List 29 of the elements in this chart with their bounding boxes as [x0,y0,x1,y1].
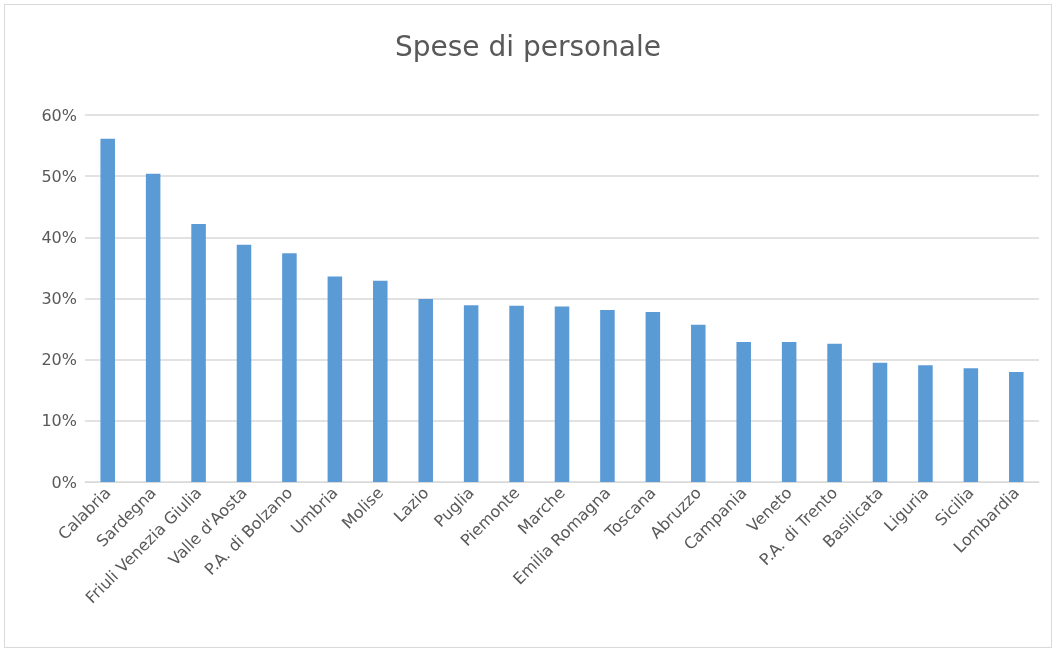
bar [691,324,706,482]
bar [100,138,115,482]
y-tick-label: 30% [41,289,77,308]
bar [645,311,661,482]
y-tick-label: 60% [41,105,77,125]
bar [827,343,842,482]
y-tick-label: 40% [41,227,77,247]
chart-title: Spese di personale [394,29,662,63]
y-tick-label: 10% [41,411,77,431]
y-tick-label: 20% [41,350,77,370]
bar [282,253,297,482]
bar [781,341,797,482]
bar [918,365,933,482]
bar [1009,371,1024,482]
bar [418,299,433,482]
bar [963,368,979,482]
bar [191,223,206,482]
bar [509,305,524,482]
bar [736,341,751,482]
bar [463,305,479,482]
bar [373,280,388,482]
y-tick-label: 50% [41,166,77,186]
bar [554,306,570,482]
bar [600,310,615,482]
bar [327,276,343,482]
y-tick-label: 0% [51,472,77,492]
bar [145,173,161,482]
bar [872,362,888,482]
bar [236,244,252,482]
